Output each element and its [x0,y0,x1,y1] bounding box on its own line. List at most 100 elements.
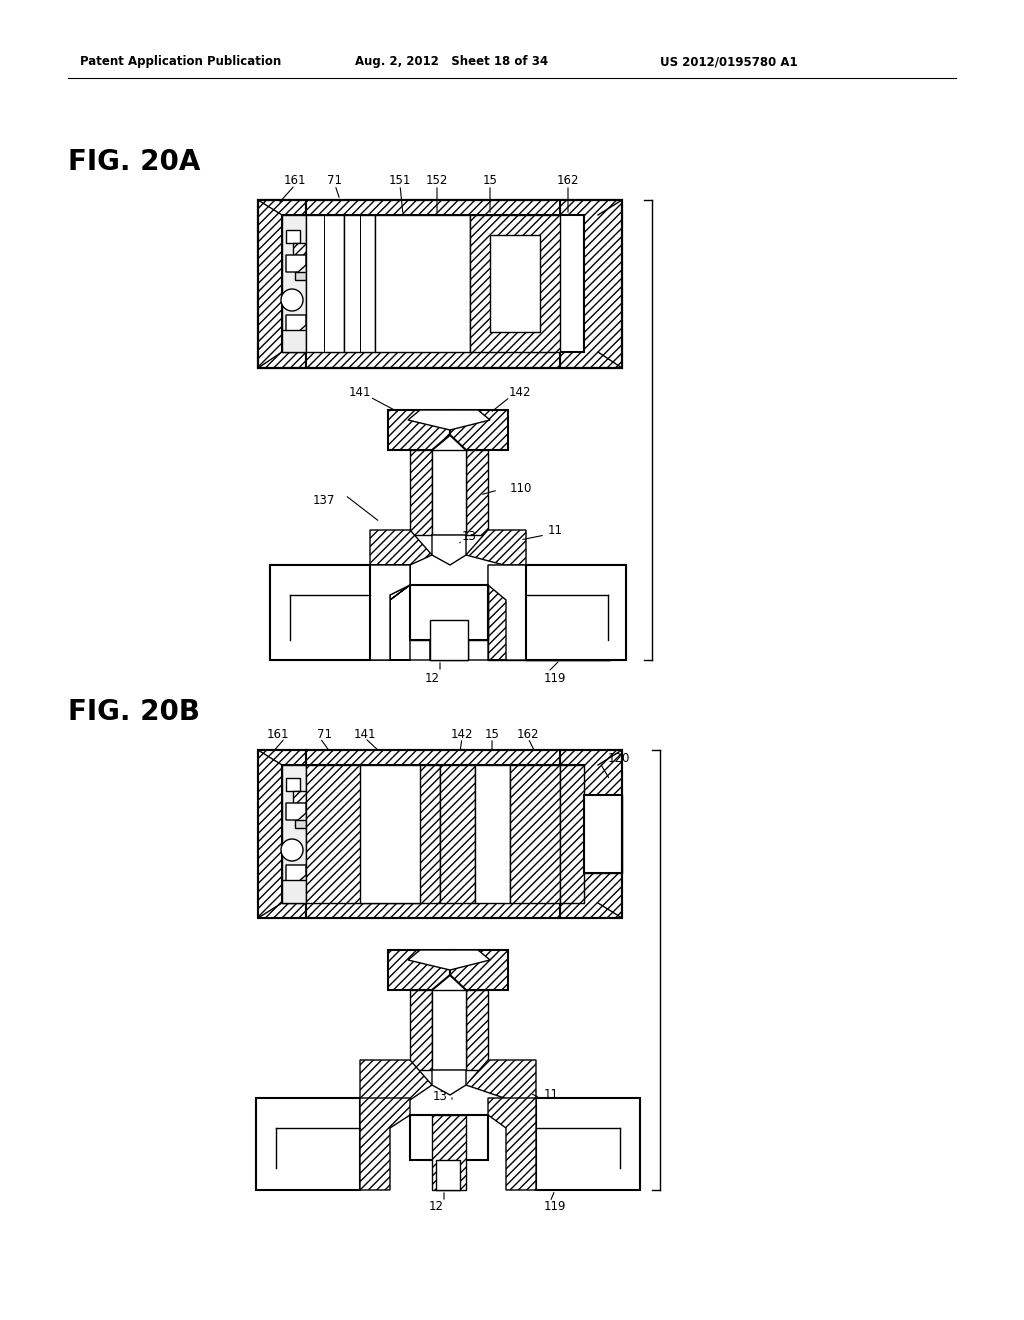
Polygon shape [432,450,466,535]
Polygon shape [584,795,622,873]
Polygon shape [360,1098,410,1191]
Polygon shape [436,1160,460,1191]
Text: 151: 151 [389,173,412,186]
Polygon shape [440,766,475,903]
Polygon shape [286,803,306,820]
Text: 15: 15 [482,173,498,186]
Polygon shape [388,950,450,990]
Text: 161: 161 [284,173,306,186]
Polygon shape [258,201,306,368]
Text: FIG. 20B: FIG. 20B [68,698,200,726]
Polygon shape [306,215,344,352]
Polygon shape [306,201,560,215]
Polygon shape [370,531,432,565]
Polygon shape [375,215,470,352]
Polygon shape [306,766,440,903]
Polygon shape [286,865,306,882]
Polygon shape [526,565,610,660]
Text: FIG. 20A: FIG. 20A [68,148,201,176]
Polygon shape [295,820,306,828]
Text: 13: 13 [462,529,477,543]
Polygon shape [293,791,306,803]
Polygon shape [388,411,450,450]
Text: 152: 152 [426,173,449,186]
Polygon shape [475,766,510,903]
Polygon shape [410,585,488,640]
Polygon shape [488,1098,536,1191]
Polygon shape [360,766,420,903]
Text: 142: 142 [451,727,473,741]
Polygon shape [282,215,306,352]
Polygon shape [560,750,622,917]
Polygon shape [258,750,306,917]
Text: 13: 13 [433,1090,449,1104]
Polygon shape [270,565,370,660]
Polygon shape [256,1098,360,1191]
Text: 137: 137 [312,494,335,507]
Polygon shape [286,777,300,791]
Text: 12: 12 [425,672,439,685]
Polygon shape [282,766,306,903]
Polygon shape [470,215,560,352]
Polygon shape [410,585,488,640]
Polygon shape [306,352,560,368]
Text: Aug. 2, 2012   Sheet 18 of 34: Aug. 2, 2012 Sheet 18 of 34 [355,55,548,69]
Polygon shape [450,950,508,990]
Polygon shape [466,531,526,565]
Polygon shape [410,1115,488,1160]
Polygon shape [360,1060,432,1100]
Text: 120: 120 [608,751,631,764]
Polygon shape [286,315,306,333]
Text: 141: 141 [349,385,372,399]
Text: 162: 162 [517,727,540,741]
Polygon shape [270,565,410,660]
Polygon shape [560,201,622,368]
Text: 71: 71 [328,173,342,186]
Polygon shape [344,215,375,352]
Polygon shape [536,1098,640,1191]
Polygon shape [510,766,560,903]
Polygon shape [526,565,626,660]
Polygon shape [282,880,306,903]
Text: 162: 162 [557,173,580,186]
Polygon shape [432,990,466,1071]
Text: 110: 110 [510,482,532,495]
Text: 119: 119 [544,672,566,685]
Text: Patent Application Publication: Patent Application Publication [80,55,282,69]
Polygon shape [408,950,490,970]
Polygon shape [430,620,468,660]
Polygon shape [306,903,560,917]
Polygon shape [466,1060,536,1100]
Circle shape [281,840,303,861]
Polygon shape [410,450,432,535]
Polygon shape [432,1115,466,1191]
Polygon shape [526,565,626,660]
Polygon shape [282,330,306,352]
Polygon shape [432,535,466,565]
Polygon shape [306,215,560,352]
Text: 15: 15 [484,727,500,741]
Polygon shape [466,990,488,1071]
Text: US 2012/0195780 A1: US 2012/0195780 A1 [660,55,798,69]
Polygon shape [286,255,306,272]
Text: 71: 71 [316,727,332,741]
Polygon shape [410,990,432,1071]
Text: 12: 12 [428,1200,443,1213]
Text: 161: 161 [266,727,289,741]
Circle shape [281,289,303,312]
Polygon shape [293,243,306,255]
Text: 119: 119 [544,1200,566,1213]
Polygon shape [432,1071,466,1096]
Text: 141: 141 [353,727,376,741]
Text: 11: 11 [548,524,563,536]
Polygon shape [450,411,508,450]
Polygon shape [430,620,468,660]
Polygon shape [286,230,300,243]
Polygon shape [270,565,410,660]
Polygon shape [560,766,622,903]
Polygon shape [295,272,306,280]
Polygon shape [466,450,488,535]
Polygon shape [408,411,490,430]
Polygon shape [490,235,540,333]
Polygon shape [270,565,370,660]
